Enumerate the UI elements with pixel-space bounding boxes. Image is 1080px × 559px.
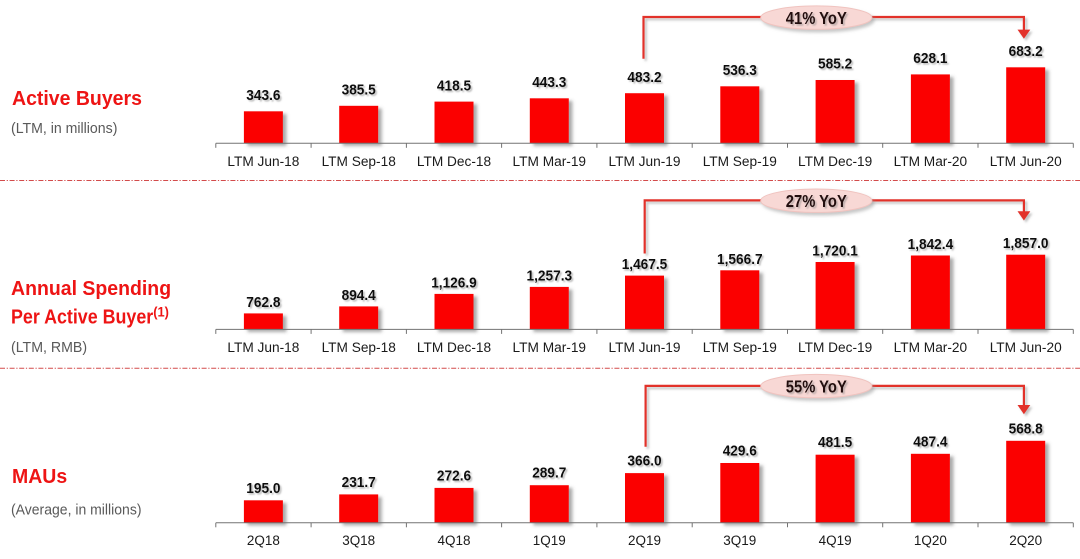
svg-text:2Q18: 2Q18 [247, 533, 280, 549]
svg-text:3Q19: 3Q19 [723, 533, 756, 549]
svg-text:LTM Dec-18: LTM Dec-18 [417, 340, 491, 356]
svg-text:LTM Dec-18: LTM Dec-18 [417, 154, 491, 170]
svg-text:585.2: 585.2 [818, 56, 852, 73]
svg-text:2Q19: 2Q19 [628, 533, 661, 549]
svg-text:1,842.4: 1,842.4 [908, 236, 954, 253]
svg-text:385.5: 385.5 [342, 82, 377, 99]
svg-text:Annual Spending: Annual Spending [11, 277, 171, 300]
svg-text:1Q20: 1Q20 [914, 533, 947, 549]
svg-text:683.2: 683.2 [1009, 43, 1043, 60]
svg-text:MAUs: MAUs [12, 465, 67, 488]
svg-text:894.4: 894.4 [342, 287, 377, 304]
svg-text:41% YoY: 41% YoY [786, 8, 847, 28]
svg-text:1,566.7: 1,566.7 [717, 251, 763, 268]
svg-text:LTM Jun-18: LTM Jun-18 [227, 340, 299, 356]
svg-text:483.2: 483.2 [627, 69, 661, 86]
svg-text:343.6: 343.6 [246, 87, 280, 104]
svg-text:LTM Dec-19: LTM Dec-19 [798, 340, 872, 356]
svg-text:LTM Sep-18: LTM Sep-18 [322, 340, 396, 356]
svg-text:3Q18: 3Q18 [342, 533, 375, 549]
svg-text:1,467.5: 1,467.5 [622, 256, 668, 273]
svg-text:1,126.9: 1,126.9 [431, 274, 477, 291]
svg-text:(LTM, in millions): (LTM, in millions) [11, 120, 117, 137]
svg-text:Per Active Buyer(1): Per Active Buyer(1) [11, 305, 169, 329]
svg-text:1,857.0: 1,857.0 [1003, 235, 1049, 252]
svg-text:LTM Mar-20: LTM Mar-20 [894, 154, 968, 170]
svg-text:27% YoY: 27% YoY [786, 191, 847, 211]
svg-text:2Q20: 2Q20 [1009, 533, 1042, 549]
svg-text:LTM Sep-19: LTM Sep-19 [703, 154, 777, 170]
svg-text:LTM Jun-20: LTM Jun-20 [990, 154, 1062, 170]
svg-text:1Q19: 1Q19 [533, 533, 566, 549]
svg-text:LTM Sep-18: LTM Sep-18 [322, 154, 396, 170]
svg-text:LTM Jun-20: LTM Jun-20 [990, 340, 1062, 356]
svg-text:366.0: 366.0 [627, 453, 661, 470]
svg-text:481.5: 481.5 [818, 434, 853, 451]
svg-text:LTM Mar-19: LTM Mar-19 [513, 154, 587, 170]
svg-text:4Q19: 4Q19 [819, 533, 852, 549]
svg-text:487.4: 487.4 [913, 433, 948, 450]
svg-text:289.7: 289.7 [532, 465, 566, 482]
svg-text:628.1: 628.1 [913, 50, 948, 67]
svg-text:LTM Mar-19: LTM Mar-19 [513, 340, 587, 356]
svg-text:LTM Sep-19: LTM Sep-19 [703, 340, 777, 356]
svg-text:LTM Jun-19: LTM Jun-19 [609, 340, 681, 356]
svg-text:536.3: 536.3 [723, 62, 757, 79]
svg-text:272.6: 272.6 [437, 467, 471, 484]
svg-text:LTM Jun-18: LTM Jun-18 [227, 154, 299, 170]
svg-text:195.0: 195.0 [246, 480, 280, 497]
svg-text:(LTM, RMB): (LTM, RMB) [11, 339, 87, 356]
svg-text:LTM Jun-19: LTM Jun-19 [609, 154, 681, 170]
svg-text:762.8: 762.8 [246, 294, 280, 311]
svg-text:568.8: 568.8 [1009, 420, 1043, 437]
svg-text:1,257.3: 1,257.3 [527, 267, 573, 284]
svg-text:418.5: 418.5 [437, 77, 472, 94]
svg-text:1,720.1: 1,720.1 [812, 243, 858, 260]
svg-text:(Average, in millions): (Average, in millions) [11, 502, 142, 519]
svg-text:LTM Mar-20: LTM Mar-20 [894, 340, 968, 356]
svg-text:4Q18: 4Q18 [438, 533, 471, 549]
svg-text:443.3: 443.3 [532, 74, 566, 91]
svg-text:LTM Dec-19: LTM Dec-19 [798, 154, 872, 170]
svg-text:Active Buyers: Active Buyers [12, 87, 142, 110]
svg-text:231.7: 231.7 [342, 474, 376, 491]
svg-text:429.6: 429.6 [723, 443, 757, 460]
svg-text:55% YoY: 55% YoY [786, 376, 847, 396]
